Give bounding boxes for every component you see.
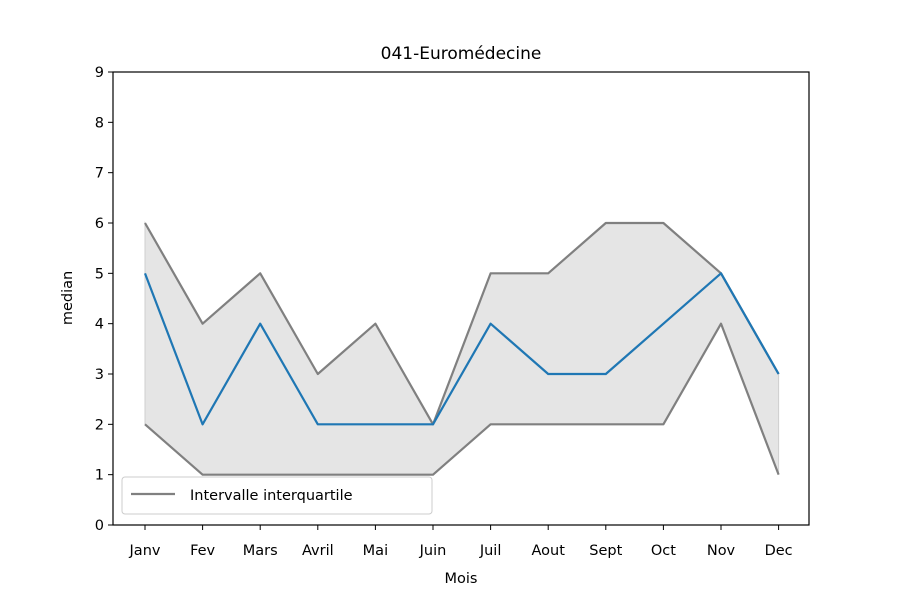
x-tick-label: Mai <box>363 543 388 559</box>
y-tick-label: 7 <box>95 166 104 182</box>
x-tick-label: Juin <box>419 543 447 559</box>
x-tick-label: Fev <box>190 543 215 559</box>
y-tick-label: 8 <box>95 115 104 131</box>
y-tick-label: 1 <box>95 468 104 484</box>
series-lines-layer <box>143 221 780 476</box>
y-tick-label: 9 <box>95 65 104 81</box>
legend: Intervalle interquartile <box>121 476 433 515</box>
y-tick-label: 2 <box>95 417 104 433</box>
series-line-q3 <box>144 221 780 426</box>
plot-frame <box>112 71 810 526</box>
y-tick-label: 6 <box>95 216 104 232</box>
x-tick-label: Oct <box>651 543 676 559</box>
x-tick-label: Aout <box>531 543 565 559</box>
x-tick-label: Sept <box>589 543 622 559</box>
x-tick-label: Avril <box>302 543 334 559</box>
y-tick-label: 5 <box>95 266 104 282</box>
legend-label-iqr: Intervalle interquartile <box>190 488 353 504</box>
x-tick-label: Mars <box>243 543 278 559</box>
y-axis-label: median <box>60 271 76 325</box>
y-tick-label: 4 <box>95 317 104 333</box>
x-tick-label: Dec <box>765 543 793 559</box>
series-line-median <box>143 272 780 426</box>
x-tick-label: Nov <box>707 543 736 559</box>
y-tick-label: 3 <box>95 367 104 383</box>
legend-frame <box>121 476 433 515</box>
y-tick-label: 0 <box>95 518 104 534</box>
x-tick-label: Janv <box>129 543 161 559</box>
x-tick-label: Juil <box>479 543 502 559</box>
chart-title: 041-Euromédecine <box>381 44 542 64</box>
x-axis-label: Mois <box>445 571 478 587</box>
series-line-q1 <box>144 322 780 476</box>
axes: 0 1 2 3 4 5 6 7 8 9 Janv Fev Mars Avril Mai Juin Juil Aou… <box>95 65 810 559</box>
